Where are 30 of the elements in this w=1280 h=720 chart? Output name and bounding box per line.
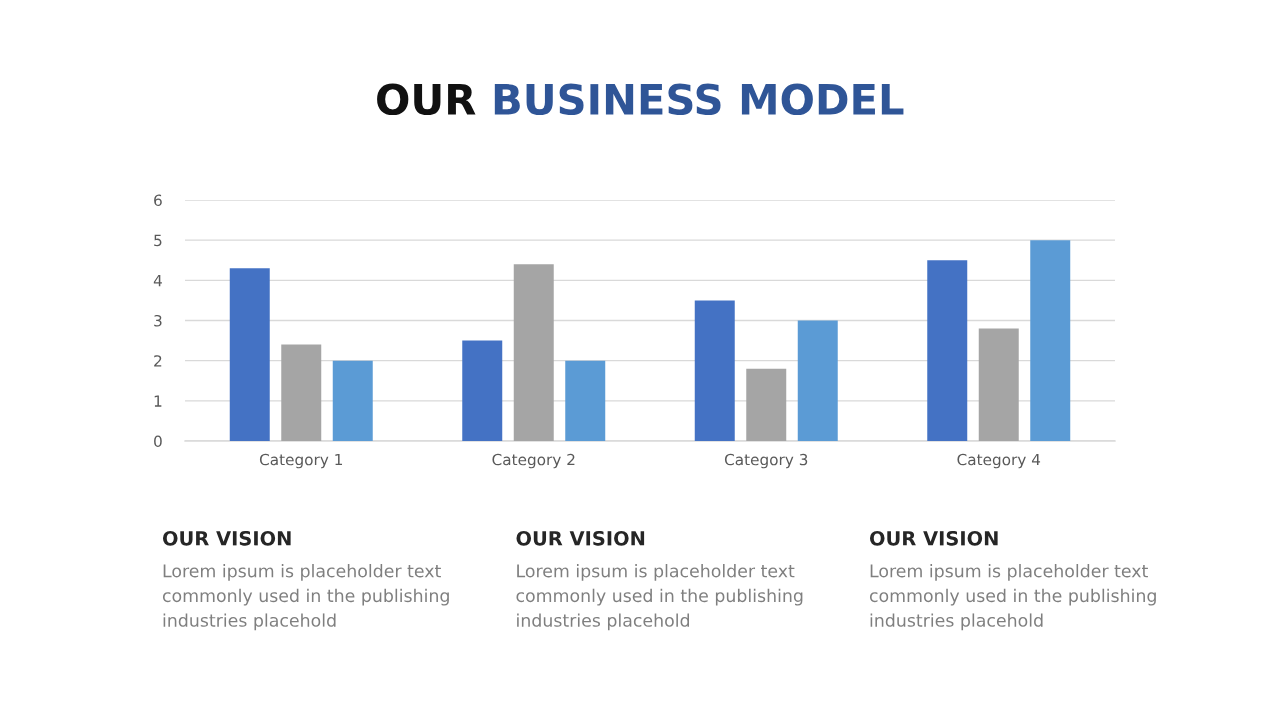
- bar: [565, 360, 606, 441]
- bar: [694, 300, 735, 441]
- text: Lorem ipsum is placeholder text commonly used in the publishing industries placehold: [162, 564, 449, 631]
- bar: [927, 260, 968, 441]
- x-tick-label: Category 1: [259, 453, 343, 469]
- bar: [746, 368, 787, 441]
- y-tick-label: 6: [154, 194, 162, 207]
- text: Lorem ipsum is placeholder text commonly used in the publishing industries placehold: [516, 564, 803, 631]
- x-tick-label: Category 4: [957, 453, 1041, 469]
- text: OUR VISION: [869, 530, 998, 546]
- y-tick-label: 5: [154, 234, 162, 247]
- y-tick-label: 0: [154, 435, 162, 448]
- bar: [332, 360, 373, 441]
- chart-title: OUR BUSINESS MODEL: [377, 83, 904, 116]
- bar: [1030, 240, 1071, 441]
- text: OUR VISION: [162, 530, 291, 546]
- y-tick-label: 3: [154, 314, 162, 327]
- text: OUR VISION: [516, 530, 645, 546]
- y-tick-label: 2: [154, 355, 162, 367]
- bar: [281, 344, 322, 441]
- bar: [462, 340, 503, 441]
- bar: [229, 268, 270, 441]
- y-tick-label: 4: [153, 275, 162, 287]
- x-tick-label: Category 2: [492, 453, 575, 469]
- bar: [978, 328, 1019, 441]
- x-tick-label: Category 3: [724, 453, 808, 469]
- text: Lorem ipsum is placeholder text commonly used in the publishing industries placehold: [869, 564, 1156, 631]
- bar: [797, 320, 838, 441]
- bar: [513, 264, 554, 441]
- y-tick-label: 1: [154, 395, 162, 407]
